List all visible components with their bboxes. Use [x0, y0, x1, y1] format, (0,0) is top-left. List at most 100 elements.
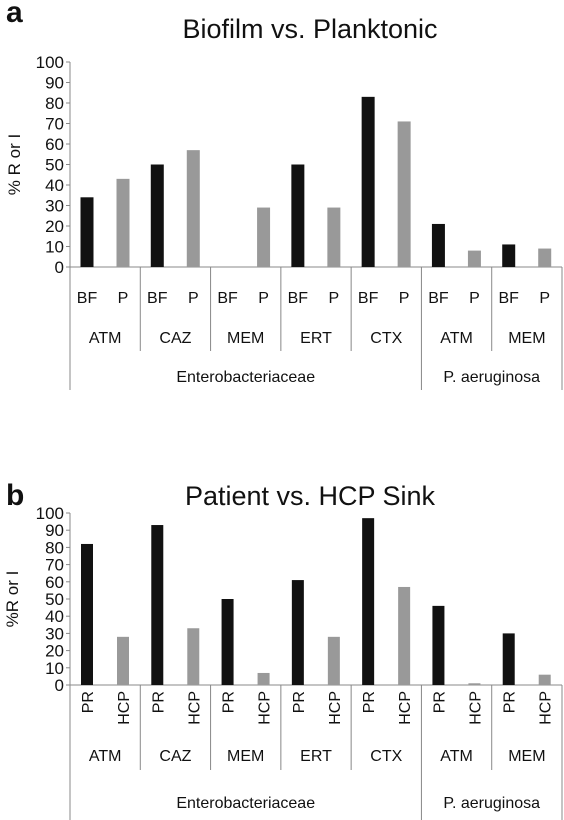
y-tick-label: 50 — [45, 590, 64, 609]
y-tick-label: 90 — [45, 74, 64, 93]
bar — [291, 580, 304, 685]
y-tick-label: 70 — [45, 115, 64, 134]
drug-group-label: CAZ — [159, 748, 191, 765]
bar — [257, 207, 271, 267]
y-axis-title: % R or I — [5, 134, 24, 195]
bar-category-label: BF — [358, 290, 379, 307]
bar-category-label: HCP — [397, 691, 414, 725]
bar — [81, 543, 93, 685]
chart-title: Patient vs. HCP Sink — [185, 481, 436, 511]
bar-category-label: PR — [80, 691, 97, 713]
bar-category-label: PR — [361, 691, 378, 713]
y-tick-label: 0 — [55, 258, 64, 277]
organism-label: Enterobacteriaceae — [176, 369, 315, 386]
y-tick-label: 30 — [45, 624, 64, 643]
drug-group-label: ERT — [300, 330, 332, 347]
drug-group-label: ATM — [440, 748, 473, 765]
drug-group-label: MEM — [227, 748, 264, 765]
bar — [187, 628, 200, 685]
drug-group-label: CTX — [370, 330, 402, 347]
bar — [398, 586, 411, 685]
bar — [362, 518, 375, 685]
organism-label: P. aeruginosa — [443, 795, 540, 812]
y-tick-label: 100 — [36, 504, 64, 523]
bar-category-label: P — [399, 290, 410, 307]
organism-label: Enterobacteriaceae — [176, 795, 315, 812]
y-tick-label: 40 — [45, 176, 64, 195]
bar-category-label: BF — [77, 290, 98, 307]
bar — [257, 672, 270, 685]
bar — [538, 248, 552, 267]
drug-group-label: ATM — [440, 330, 473, 347]
chart-title: Biofilm vs. Planktonic — [182, 14, 437, 44]
drug-group-label: CTX — [370, 748, 402, 765]
bar-category-label: BF — [288, 290, 309, 307]
bar-category-label: BF — [428, 290, 449, 307]
bar-category-label: P — [469, 290, 480, 307]
drug-group-label: ATM — [89, 748, 122, 765]
y-tick-label: 70 — [45, 556, 64, 575]
bar — [186, 150, 200, 267]
bar-category-label: P — [188, 290, 199, 307]
y-tick-label: 100 — [36, 53, 64, 72]
bar — [151, 525, 164, 685]
y-axis-title: %R or I — [3, 571, 22, 628]
bar — [327, 207, 341, 267]
bar-category-label: BF — [217, 290, 238, 307]
drug-group-label: CAZ — [159, 330, 191, 347]
y-tick-label: 60 — [45, 135, 64, 154]
bar-category-label: P — [118, 290, 129, 307]
bar — [117, 636, 129, 685]
bar-category-label: BF — [147, 290, 168, 307]
drug-group-label: ERT — [300, 748, 332, 765]
bar-category-label: HCP — [186, 691, 203, 725]
bar-category-label: HCP — [467, 691, 484, 725]
bar-category-label: HCP — [116, 691, 133, 725]
bar-category-label: HCP — [538, 691, 555, 725]
y-tick-label: 10 — [45, 659, 64, 678]
drug-group-label: MEM — [508, 748, 545, 765]
y-tick-label: 20 — [45, 217, 64, 236]
bar — [327, 636, 340, 685]
y-tick-label: 30 — [45, 197, 64, 216]
drug-group-label: MEM — [508, 330, 545, 347]
bar-category-label: PR — [431, 691, 448, 713]
bar-category-label: PR — [502, 691, 519, 713]
bar — [468, 683, 481, 685]
y-tick-label: 60 — [45, 573, 64, 592]
bar — [502, 244, 516, 267]
panel-label: a — [6, 0, 23, 29]
bar-category-label: PR — [150, 691, 167, 713]
bar-category-label: HCP — [257, 691, 274, 725]
bar — [502, 633, 515, 685]
bar-category-label: P — [539, 290, 550, 307]
panel-label: b — [6, 479, 24, 512]
y-tick-label: 40 — [45, 607, 64, 626]
y-tick-label: 20 — [45, 642, 64, 661]
bar — [150, 164, 164, 267]
bar-category-label: PR — [221, 691, 238, 713]
bar — [361, 96, 375, 267]
bar — [80, 197, 94, 267]
bar — [397, 121, 411, 267]
bar — [291, 164, 305, 267]
bar-category-label: PR — [291, 691, 308, 713]
y-tick-label: 80 — [45, 538, 64, 557]
y-tick-label: 80 — [45, 94, 64, 113]
bar — [116, 178, 130, 267]
drug-group-label: MEM — [227, 330, 264, 347]
organism-label: P. aeruginosa — [443, 369, 540, 386]
bar — [432, 605, 445, 685]
y-tick-label: 10 — [45, 238, 64, 257]
drug-group-label: ATM — [89, 330, 122, 347]
bar-category-label: P — [329, 290, 340, 307]
bar-category-label: P — [258, 290, 269, 307]
y-tick-label: 0 — [55, 676, 64, 695]
bar — [431, 223, 445, 267]
bar — [467, 250, 481, 267]
y-tick-label: 90 — [45, 521, 64, 540]
bar — [221, 599, 234, 685]
y-tick-label: 50 — [45, 156, 64, 175]
